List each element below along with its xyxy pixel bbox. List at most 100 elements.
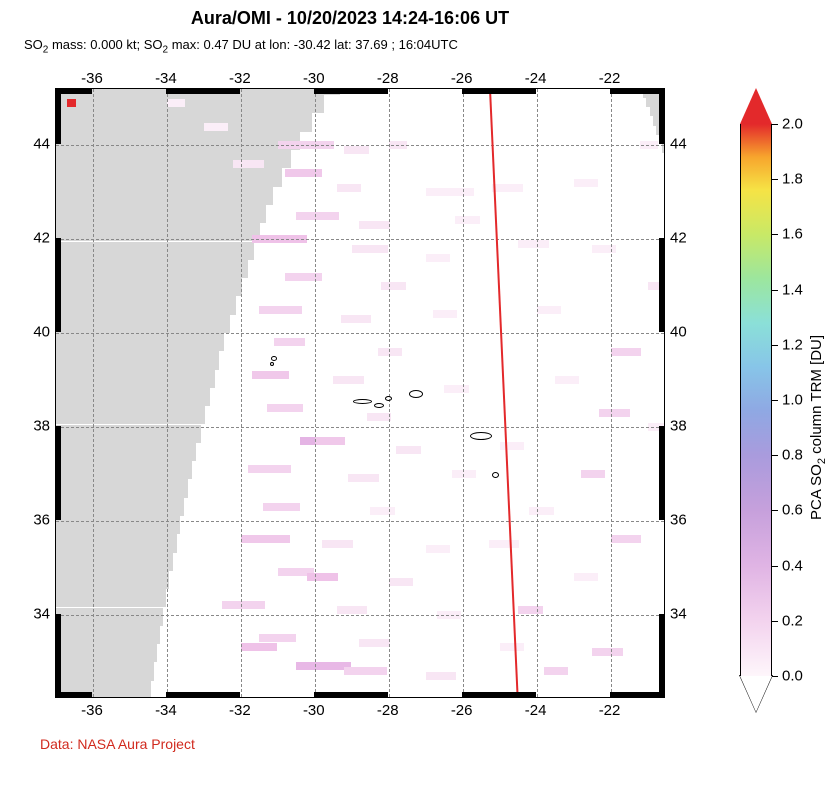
data-cell: [452, 470, 476, 478]
gridline-horizontal: [56, 427, 664, 428]
colorbar-tick: [772, 455, 778, 456]
data-cell: [537, 306, 561, 314]
colorbar-segment: [741, 234, 771, 278]
colorbar-segment: [741, 190, 771, 234]
data-credit: Data: NASA Aura Project: [40, 736, 195, 752]
data-cell: [489, 540, 520, 548]
gridline-vertical: [389, 89, 390, 697]
data-cell: [426, 188, 475, 196]
data-cell: [599, 409, 630, 417]
border-bar: [610, 692, 665, 698]
satellite-track-line: [489, 89, 518, 698]
x-tick-bottom: -22: [595, 702, 625, 719]
x-tick-top: -26: [447, 70, 477, 87]
x-tick-top: -30: [299, 70, 329, 87]
colorbar-tick: [772, 234, 778, 235]
border-bar: [462, 88, 536, 94]
nodata-region: [56, 315, 230, 333]
nodata-region: [56, 443, 196, 461]
colorbar-overflow-top-icon: [740, 88, 772, 124]
data-cell: [426, 254, 450, 262]
y-tick-left: 38: [28, 417, 50, 434]
data-cell: [341, 315, 372, 323]
x-tick-top: -34: [151, 70, 181, 87]
data-cell: [389, 578, 413, 586]
data-cell: [333, 376, 364, 384]
data-cell: [285, 273, 322, 281]
colorbar-tick: [772, 345, 778, 346]
border-bar: [55, 614, 61, 698]
border-bar: [314, 692, 388, 698]
data-cell: [352, 245, 389, 253]
colorbar-segment: [741, 157, 771, 190]
colorbar-segment: [741, 279, 771, 323]
island-outline: [470, 432, 492, 440]
x-tick-top: -32: [225, 70, 255, 87]
y-tick-right: 40: [670, 324, 692, 341]
nodata-region: [56, 260, 248, 278]
x-tick-top: -36: [77, 70, 107, 87]
data-cell: [426, 545, 450, 553]
x-tick-bottom: -26: [447, 702, 477, 719]
y-tick-left: 34: [28, 605, 50, 622]
x-tick-bottom: -36: [77, 702, 107, 719]
x-tick-bottom: -32: [225, 702, 255, 719]
y-tick-left: 44: [28, 136, 50, 153]
nodata-region: [56, 388, 210, 406]
data-cell: [500, 442, 524, 450]
data-cell: [555, 376, 579, 384]
data-cell: [592, 245, 616, 253]
colorbar-segment: [741, 124, 771, 157]
nodata-region: [56, 333, 224, 351]
x-tick-bottom: -24: [521, 702, 551, 719]
colorbar-tick-label: 0.2: [782, 612, 803, 629]
data-cell: [296, 212, 339, 220]
gridline-horizontal: [56, 239, 664, 240]
nodata-region: [56, 113, 312, 131]
data-cell: [574, 573, 598, 581]
data-cell: [381, 282, 405, 290]
data-cell: [267, 404, 304, 412]
data-cell: [252, 371, 289, 379]
chart-subtitle: SO2 mass: 0.000 kt; SO2 max: 0.47 DU at …: [24, 37, 458, 56]
border-bar: [55, 88, 61, 144]
nodata-region: [56, 406, 205, 424]
data-cell: [344, 667, 387, 675]
colorbar-tick: [772, 124, 778, 125]
data-cell: [426, 672, 457, 680]
colorbar-tick-label: 1.2: [782, 336, 803, 353]
nodata-region: [56, 516, 180, 534]
y-tick-left: 36: [28, 511, 50, 528]
colorbar-underflow-bottom-icon: [740, 676, 772, 712]
data-cell: [259, 306, 302, 314]
chart-title: Aura/OMI - 10/20/2023 14:24-16:06 UT: [0, 8, 700, 29]
colorbar-segment: [741, 621, 771, 676]
data-cell: [444, 385, 468, 393]
colorbar-segment: [741, 411, 771, 455]
x-tick-bottom: -30: [299, 702, 329, 719]
colorbar-tick: [772, 676, 778, 677]
nodata-region: [56, 278, 242, 296]
data-cell: [592, 648, 623, 656]
island-outline: [409, 390, 423, 398]
data-cell: [518, 240, 549, 248]
y-tick-left: 42: [28, 230, 50, 247]
data-cell: [348, 474, 379, 482]
nodata-region: [56, 534, 177, 552]
data-cell: [315, 437, 346, 445]
border-bar: [166, 88, 240, 94]
colorbar-tick-label: 1.4: [782, 281, 803, 298]
data-cell: [337, 606, 368, 614]
nodata-region: [56, 644, 157, 662]
border-bar: [659, 88, 665, 144]
data-cell: [344, 146, 368, 154]
nodata-region: [56, 571, 169, 589]
gridline-horizontal: [56, 615, 664, 616]
data-cell: [359, 221, 390, 229]
gridline-horizontal: [56, 521, 664, 522]
gridline-vertical: [167, 89, 168, 697]
colorbar-segment: [741, 455, 771, 510]
data-cell: [433, 310, 457, 318]
island-outline: [270, 362, 274, 366]
data-cell: [396, 446, 420, 454]
